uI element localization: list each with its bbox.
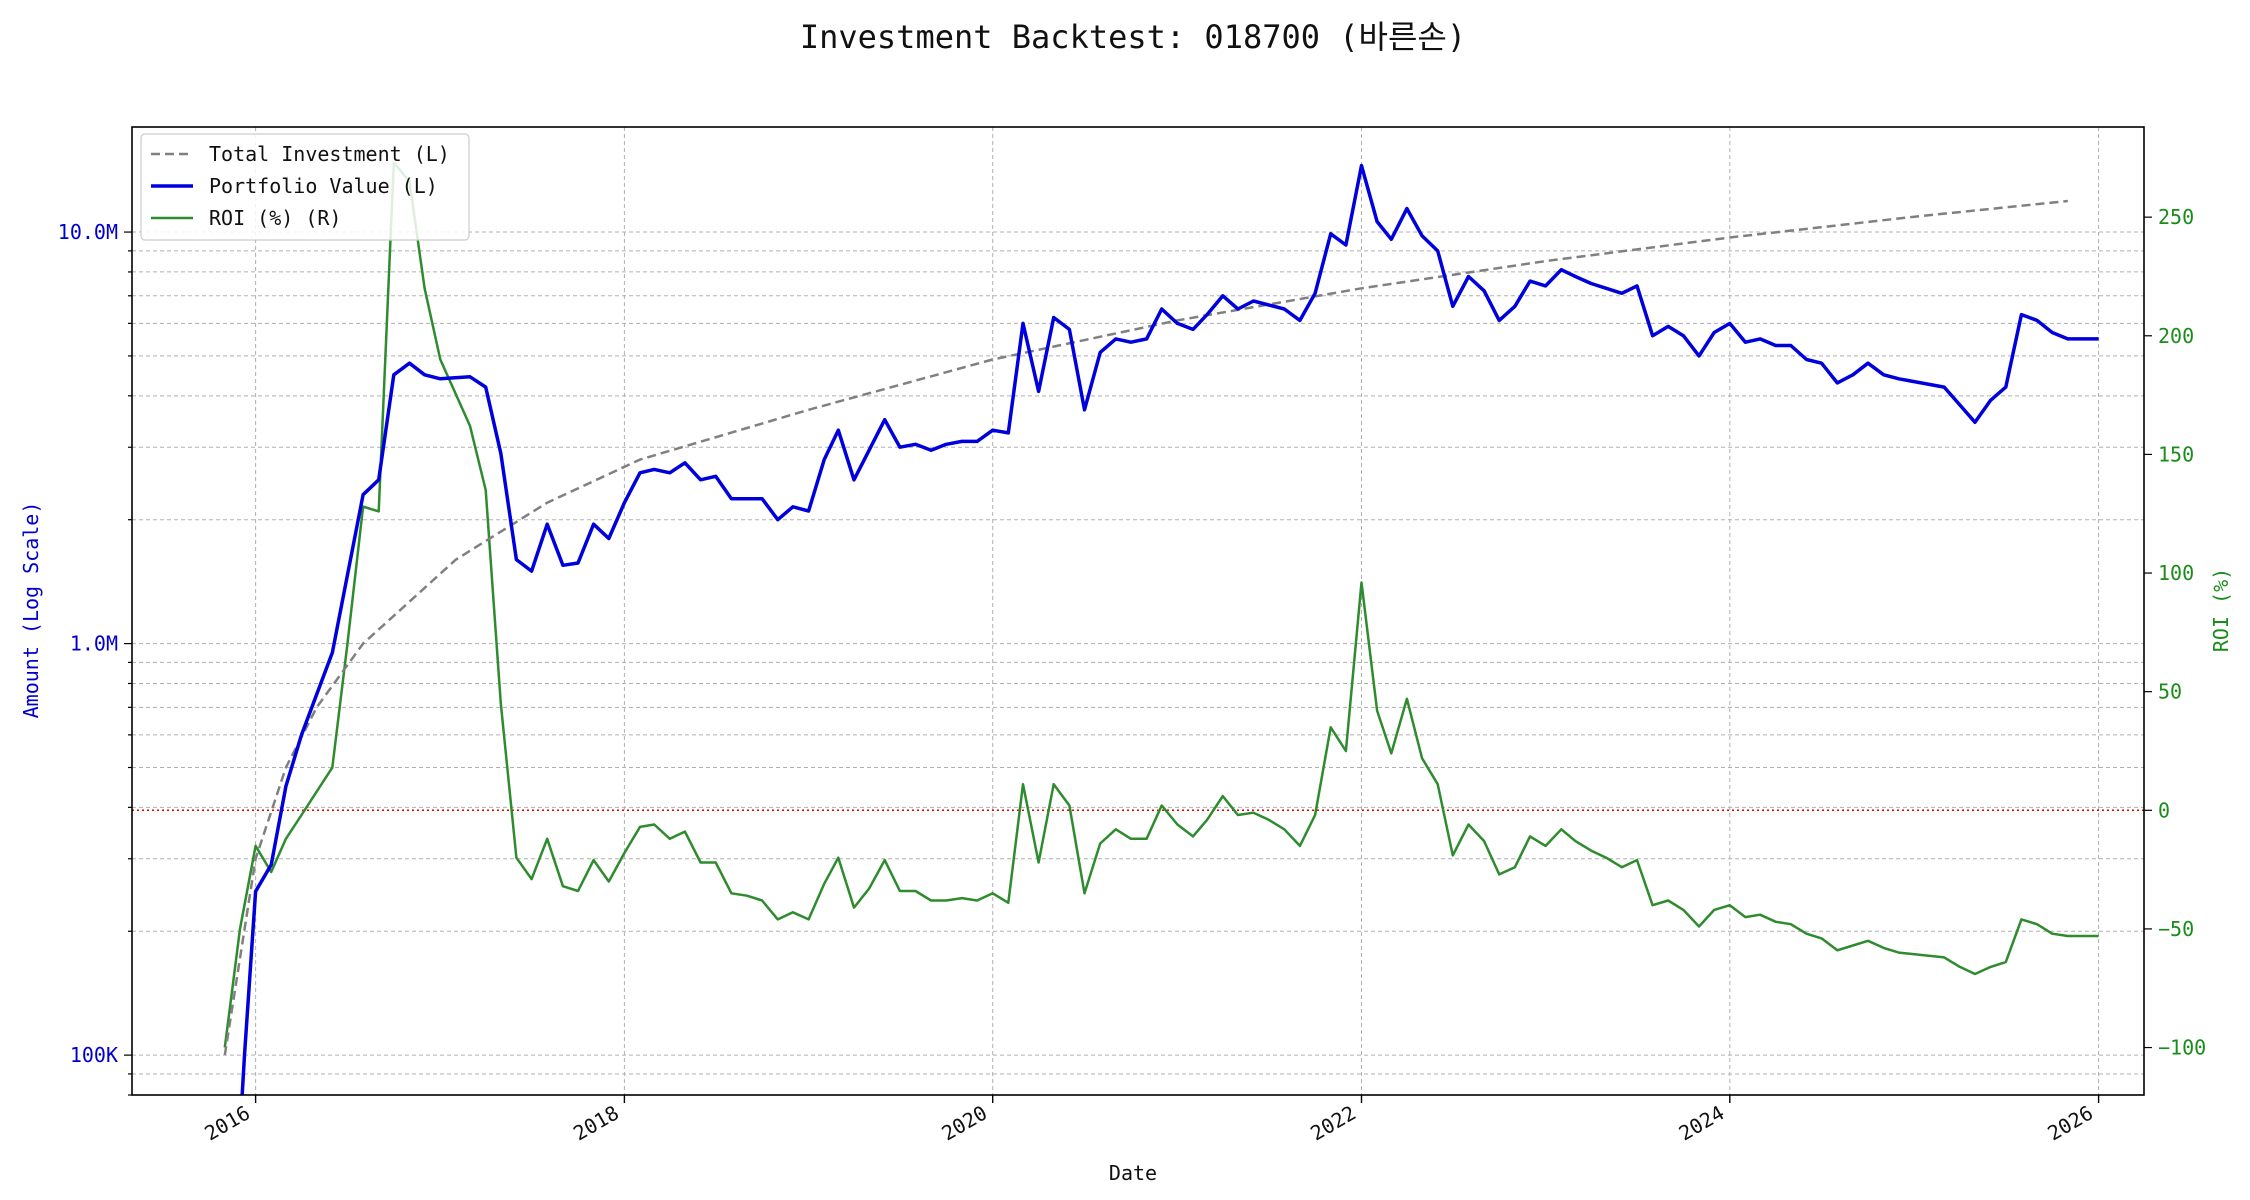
legend-label: ROI (%) (R)	[209, 206, 341, 230]
y-right-tick-label: 200	[2158, 324, 2194, 348]
y-left-tick-label: 10.0M	[58, 220, 118, 244]
legend-label: Total Investment (L)	[209, 142, 450, 166]
grid-lines	[132, 127, 2144, 1096]
legend-label: Portfolio Value (L)	[209, 174, 438, 198]
y-right-tick-label: 150	[2158, 442, 2194, 466]
y-right-tick-label: −50	[2158, 917, 2194, 941]
plot-frame	[131, 126, 2145, 1096]
chart-title: Investment Backtest: 018700 (바른손)	[800, 18, 1466, 56]
portfolio-value-line	[240, 163, 2099, 1095]
series-lines	[132, 161, 2144, 1095]
y-left-tick-label: 100K	[70, 1043, 118, 1067]
y-left-axis-label: Amount (Log Scale)	[19, 502, 43, 719]
y-right-tick-label: 100	[2158, 561, 2194, 585]
y-right-axis-label: ROI (%)	[2209, 568, 2233, 652]
roi-line	[223, 161, 2099, 1048]
x-axis-label: Date	[1109, 1161, 1157, 1185]
y-left-tick-label: 1.0M	[70, 632, 118, 656]
legend-box	[140, 133, 470, 241]
y-right-tick-label: −100	[2158, 1036, 2206, 1060]
y-right-tick-label: 250	[2158, 205, 2194, 229]
y-right-tick-label: 0	[2158, 798, 2170, 822]
legend: Total Investment (L) Portfolio Value (L) R…	[140, 133, 470, 241]
y-right-tick-label: 50	[2158, 680, 2182, 704]
